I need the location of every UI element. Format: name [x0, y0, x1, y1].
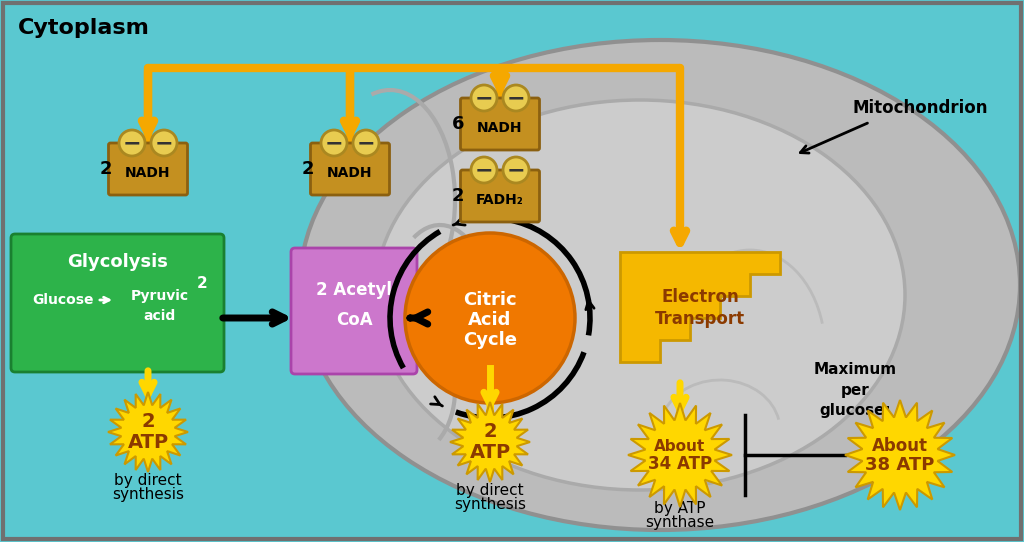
- FancyBboxPatch shape: [310, 143, 389, 195]
- Text: NADH: NADH: [125, 166, 171, 180]
- Text: synthesis: synthesis: [112, 487, 184, 501]
- Text: NADH: NADH: [328, 166, 373, 180]
- Circle shape: [471, 157, 497, 183]
- Text: 38 ATP: 38 ATP: [865, 456, 935, 474]
- Text: Pyruvic: Pyruvic: [131, 289, 189, 303]
- Text: CoA: CoA: [336, 311, 373, 329]
- Text: About: About: [872, 437, 928, 455]
- Text: Transport: Transport: [655, 310, 745, 328]
- Text: by ATP: by ATP: [654, 500, 706, 515]
- Circle shape: [321, 130, 347, 156]
- Text: synthase: synthase: [645, 514, 715, 530]
- Text: About: About: [654, 439, 706, 454]
- Polygon shape: [628, 403, 732, 507]
- Text: Citric: Citric: [463, 291, 517, 309]
- Ellipse shape: [300, 40, 1020, 530]
- Circle shape: [503, 85, 529, 111]
- Circle shape: [471, 85, 497, 111]
- Circle shape: [151, 130, 177, 156]
- Circle shape: [406, 233, 575, 403]
- Text: −: −: [475, 88, 494, 108]
- FancyBboxPatch shape: [109, 143, 187, 195]
- FancyBboxPatch shape: [461, 98, 540, 150]
- Polygon shape: [620, 252, 780, 362]
- Text: FADH₂: FADH₂: [476, 193, 524, 207]
- Text: 2: 2: [302, 160, 314, 178]
- Text: −: −: [356, 133, 376, 153]
- Text: Cytoplasm: Cytoplasm: [18, 18, 150, 38]
- Text: −: −: [507, 88, 525, 108]
- Text: Mitochondrion: Mitochondrion: [852, 99, 988, 117]
- FancyBboxPatch shape: [461, 170, 540, 222]
- Text: 2 Acetyl: 2 Acetyl: [316, 281, 392, 299]
- Circle shape: [353, 130, 379, 156]
- Text: by direct: by direct: [115, 473, 182, 487]
- Text: 2: 2: [99, 160, 113, 178]
- Text: ATP: ATP: [469, 443, 511, 462]
- Text: −: −: [123, 133, 141, 153]
- Text: 6: 6: [452, 115, 464, 133]
- Circle shape: [503, 157, 529, 183]
- Text: −: −: [155, 133, 173, 153]
- Polygon shape: [450, 402, 530, 482]
- Text: 2: 2: [483, 422, 497, 441]
- Text: NADH: NADH: [477, 121, 522, 135]
- FancyBboxPatch shape: [11, 234, 224, 372]
- Polygon shape: [845, 400, 955, 510]
- Text: synthesis: synthesis: [454, 496, 526, 512]
- Text: by direct: by direct: [456, 482, 524, 498]
- Text: 2: 2: [197, 275, 208, 291]
- Text: ATP: ATP: [127, 433, 169, 452]
- Text: 2: 2: [141, 412, 155, 431]
- Text: Maximum
per
glucose:: Maximum per glucose:: [813, 362, 897, 418]
- Text: Glycolysis: Glycolysis: [67, 253, 168, 271]
- Text: 34 ATP: 34 ATP: [648, 455, 712, 473]
- Text: acid: acid: [144, 309, 176, 323]
- Circle shape: [119, 130, 145, 156]
- Ellipse shape: [375, 100, 905, 490]
- Text: 2: 2: [452, 187, 464, 205]
- Text: −: −: [325, 133, 343, 153]
- Text: −: −: [475, 160, 494, 180]
- Text: Cycle: Cycle: [463, 331, 517, 349]
- Text: Electron: Electron: [662, 288, 739, 306]
- Text: Acid: Acid: [468, 311, 512, 329]
- Text: Glucose: Glucose: [32, 293, 94, 307]
- FancyBboxPatch shape: [291, 248, 417, 374]
- Polygon shape: [108, 392, 188, 472]
- Text: −: −: [507, 160, 525, 180]
